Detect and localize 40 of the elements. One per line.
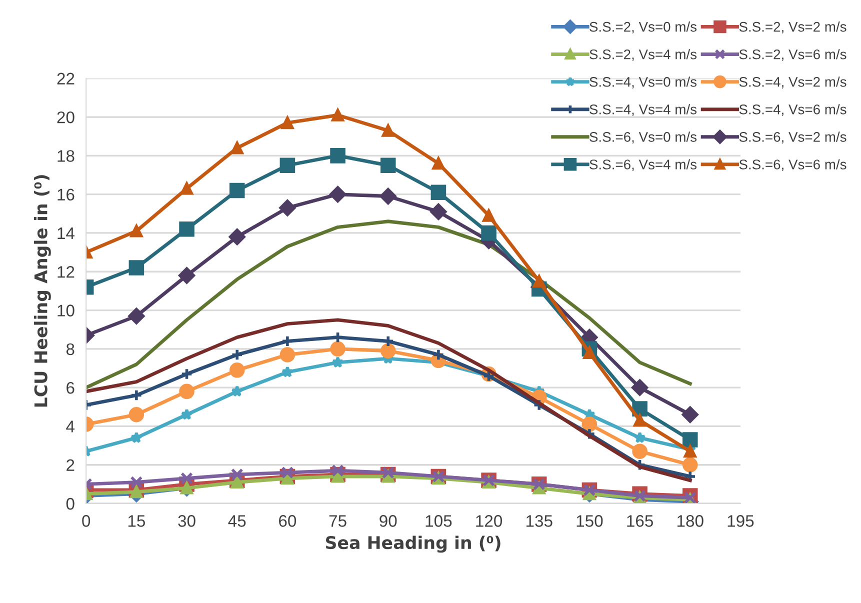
x-tick-label: 150 <box>576 515 603 527</box>
legend-label: S.S.=4, Vs=6 m/s <box>739 104 846 116</box>
x-tick-label: 180 <box>677 515 704 527</box>
x-tick-label: 105 <box>426 515 452 527</box>
y-tick-label: 8 <box>66 343 74 356</box>
x-tick-label: 165 <box>627 515 653 527</box>
x-tick-label: 135 <box>526 515 552 527</box>
x-tick-label: 90 <box>380 515 397 527</box>
y-tick-label: 16 <box>58 188 74 201</box>
x-tick-label: 15 <box>128 515 146 527</box>
y-tick-label: 14 <box>58 228 75 240</box>
legend-label: S.S.=4, Vs=0 m/s <box>590 76 697 88</box>
legend-label: S.S.=4, Vs=4 m/s <box>590 104 697 116</box>
y-tick-label: 10 <box>58 304 74 316</box>
x-tick-label: 0 <box>82 515 90 527</box>
legend-label: S.S.=2, Vs=2 m/s <box>739 22 846 34</box>
y-tick-label: 18 <box>58 150 74 162</box>
x-tick-label: 45 <box>228 515 246 527</box>
x-tick-label: 60 <box>279 515 296 527</box>
legend-label: S.S.=6, Vs=4 m/s <box>590 159 697 172</box>
y-tick-label: 0 <box>66 498 74 510</box>
y-tick-label: 20 <box>57 111 74 124</box>
y-tick-label: 6 <box>66 382 74 394</box>
legend-label: S.S.=4, Vs=2 m/s <box>739 76 846 88</box>
y-tick-label: 2 <box>66 459 74 471</box>
y-tick-label: 4 <box>66 420 74 432</box>
x-tick-label: 30 <box>178 515 196 527</box>
x-tick-label: 75 <box>329 515 346 527</box>
legend-label: S.S.=2, Vs=4 m/s <box>590 49 697 61</box>
x-axis-title: Sea Heading in (⁰) <box>326 536 500 553</box>
y-tick-label: 12 <box>58 266 74 278</box>
legend-label: S.S.=2, Vs=0 m/s <box>590 22 697 34</box>
y-tick-label: 22 <box>57 72 74 84</box>
y-axis-title: LCU Heeling Angle in (⁰) <box>34 175 51 407</box>
legend-label: S.S.=6, Vs=0 m/s <box>590 132 697 144</box>
legend-label: S.S.=6, Vs=6 m/s <box>739 159 846 172</box>
legend-label: S.S.=6, Vs=2 m/s <box>739 132 846 144</box>
legend-label: S.S.=2, Vs=6 m/s <box>739 49 846 61</box>
x-tick-label: 195 <box>728 515 754 527</box>
x-tick-label: 120 <box>476 515 502 527</box>
